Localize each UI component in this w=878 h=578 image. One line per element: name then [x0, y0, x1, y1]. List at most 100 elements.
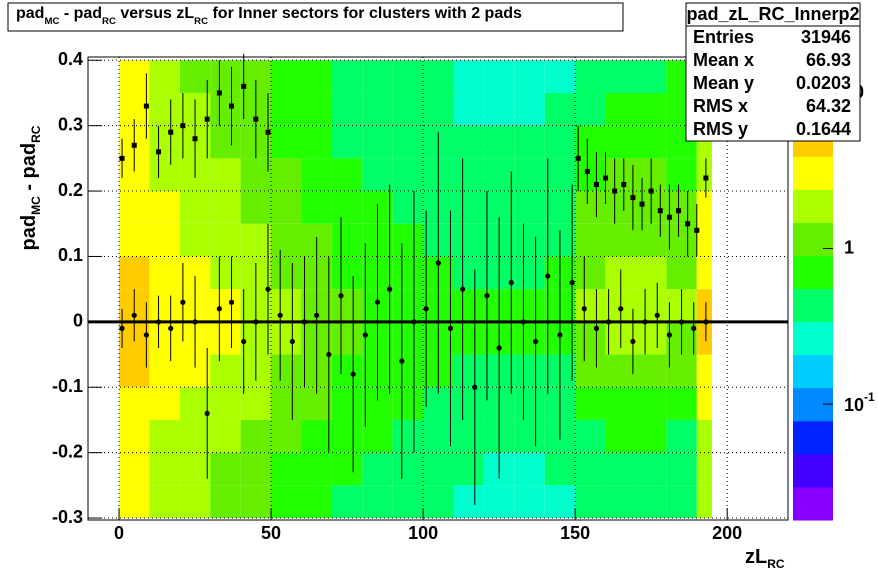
heat-cell — [210, 419, 241, 453]
heat-cell — [179, 485, 211, 519]
z-tick-label-base: 1 — [844, 237, 854, 257]
heat-cell — [179, 191, 211, 224]
heat-cell — [271, 191, 302, 224]
heat-cell — [666, 387, 697, 420]
marker — [593, 325, 600, 331]
heat-cell — [605, 354, 636, 388]
heat-cell — [696, 485, 712, 519]
heat-cell — [605, 158, 636, 192]
heat-cell — [544, 125, 576, 159]
marker — [156, 149, 162, 155]
marker — [593, 182, 599, 188]
chart-title-part: for Inner sectors for clusters with 2 pa… — [208, 5, 522, 22]
marker — [703, 319, 709, 325]
heat-cell — [392, 321, 424, 355]
x-tick-label: 50 — [261, 523, 281, 543]
heat-cell — [149, 452, 180, 486]
heat-cell — [483, 158, 515, 192]
heat-cell — [453, 289, 484, 322]
marker — [216, 90, 222, 96]
marker — [621, 182, 627, 188]
heat-cell — [666, 485, 697, 519]
marker — [387, 286, 393, 292]
marker — [131, 312, 137, 318]
heat-cell — [149, 354, 180, 388]
heat-cell — [210, 125, 241, 159]
heat-cell — [453, 60, 484, 93]
heat-cell — [575, 387, 606, 420]
marker — [241, 83, 247, 89]
heat-cell — [575, 289, 606, 322]
marker — [630, 195, 636, 201]
heat-cell — [575, 321, 606, 355]
heat-cell — [179, 60, 211, 93]
heat-cell — [453, 256, 484, 290]
heat-cell — [453, 419, 484, 453]
marker — [338, 293, 344, 299]
marker — [657, 208, 663, 214]
heat-cell — [149, 485, 180, 519]
chart-title-sub: MC — [44, 16, 59, 27]
marker — [228, 299, 235, 305]
heat-cell — [271, 387, 302, 420]
color-bar-segment — [793, 288, 833, 323]
heat-cell — [119, 354, 150, 388]
heat-cell — [453, 485, 484, 519]
heat-cell — [392, 158, 424, 192]
heat-cell — [331, 452, 363, 486]
heat-cell — [271, 92, 302, 126]
heat-cell — [149, 158, 180, 192]
y-tick-label: 0.4 — [58, 49, 83, 69]
marker — [326, 351, 332, 358]
color-bar-segment — [793, 354, 833, 389]
heat-cell — [392, 125, 424, 159]
marker — [605, 319, 612, 325]
heat-cell — [240, 158, 272, 192]
chart-title-sub: RC — [194, 16, 208, 27]
heat-cell — [666, 419, 697, 453]
y-axis-title: padMC - padRC — [18, 125, 43, 250]
marker — [603, 175, 609, 181]
z-tick-label-exp: -1 — [864, 390, 875, 404]
y-axis-title-sub: MC — [29, 196, 43, 215]
heat-cell — [514, 452, 545, 486]
heat-cell — [514, 387, 545, 420]
stats-value: 0.1644 — [796, 119, 851, 139]
x-tick-label: 0 — [114, 523, 124, 543]
heat-cell — [423, 419, 454, 453]
heat-cell — [514, 256, 545, 290]
heat-cell — [605, 125, 636, 159]
heat-cell — [696, 452, 712, 486]
heat-cell — [605, 387, 636, 420]
heat-cell — [210, 321, 241, 355]
heat-cell — [331, 256, 363, 290]
stats-label: Mean x — [693, 50, 754, 70]
marker — [192, 319, 198, 325]
heat-cell — [210, 289, 241, 322]
heat-cell — [331, 387, 363, 420]
color-bar-segment — [793, 420, 833, 455]
heat-cell — [331, 125, 363, 159]
heat-cell — [149, 60, 180, 93]
heat-cell — [271, 125, 302, 159]
heat-cell — [301, 92, 332, 126]
marker — [435, 260, 441, 266]
marker — [520, 319, 527, 325]
stats-value: 31946 — [801, 27, 851, 47]
marker — [630, 338, 636, 345]
color-bar-segment — [793, 486, 833, 521]
heat-cell — [240, 223, 272, 257]
marker — [253, 116, 259, 122]
heat-cell — [179, 452, 211, 486]
heat-cell — [514, 92, 545, 126]
heat-cell — [210, 256, 241, 290]
stats-value: 64.32 — [806, 96, 851, 116]
heat-cell — [453, 354, 484, 388]
heat-cell — [696, 387, 712, 420]
marker — [496, 345, 502, 351]
chart-title: padMC - padRC versus zLRC for Inner sect… — [16, 5, 522, 26]
heat-cell — [514, 485, 545, 519]
heat-cell — [271, 321, 302, 355]
marker — [618, 306, 624, 312]
y-tick-label: 0 — [73, 311, 83, 331]
